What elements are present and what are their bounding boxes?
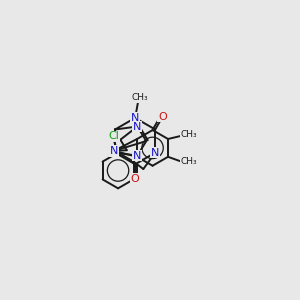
Text: CH₃: CH₃ (181, 130, 197, 139)
Text: CH₃: CH₃ (181, 158, 197, 166)
Text: N: N (133, 122, 142, 131)
Text: N: N (151, 148, 159, 158)
Text: CH₃: CH₃ (131, 94, 148, 103)
Text: N: N (131, 113, 139, 123)
Text: N: N (110, 146, 118, 156)
Text: N: N (133, 151, 142, 160)
Text: O: O (158, 112, 167, 122)
Text: O: O (131, 174, 140, 184)
Text: Cl: Cl (108, 131, 119, 141)
